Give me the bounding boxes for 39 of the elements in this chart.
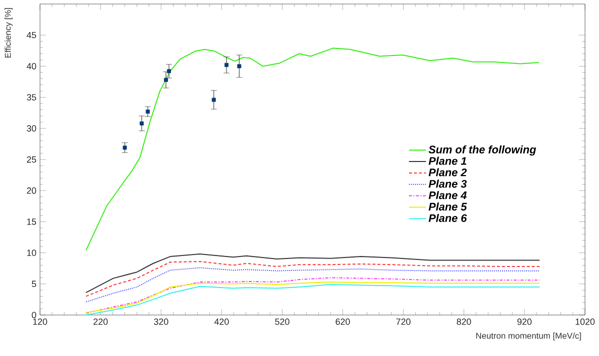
x-tick-label: 820 [456, 318, 472, 325]
legend-label: Plane 6 [428, 214, 467, 222]
legend-label: Plane 5 [428, 202, 467, 211]
point [164, 78, 168, 82]
y-tick-label: 10 [27, 250, 36, 256]
y-tick-label: 25 [26, 156, 36, 163]
point [212, 98, 216, 102]
y-tick-label: 15 [27, 218, 36, 225]
y-tick-label: 40 [26, 63, 36, 70]
legend-label: Plane 1 [428, 156, 466, 165]
legend-label: Plane 4 [428, 191, 467, 200]
x-tick-label: 520 [275, 318, 290, 325]
y-axis-title: Efficiency [%] [4, 8, 13, 58]
x-tick-label: 720 [396, 318, 410, 325]
x-tick-label: 420 [214, 318, 229, 325]
y-tick-label: 0 [32, 312, 36, 318]
x-tick-label: 320 [154, 318, 168, 325]
point [146, 110, 150, 114]
x-axis-title: Neutron momentum [MeV/c] [476, 332, 581, 340]
legend-label: Sum of the following [428, 145, 536, 156]
x-tick-label: 920 [517, 318, 532, 325]
point [224, 62, 229, 67]
point [122, 146, 127, 150]
line-series [86, 48, 540, 251]
x-tick-label: 1020 [576, 318, 595, 325]
point [140, 121, 144, 126]
x-tick-label: 120 [33, 318, 48, 325]
point [166, 69, 171, 74]
legend-label: Plane 3 [428, 180, 467, 188]
point [237, 64, 242, 68]
y-tick-label: 30 [26, 125, 36, 132]
y-tick-label: 5 [32, 280, 36, 288]
y-tick-label: 45 [26, 32, 36, 38]
x-tick-label: 220 [94, 318, 108, 325]
y-tick-label: 20 [26, 187, 36, 194]
y-tick-label: 35 [26, 94, 36, 100]
legend-label: Plane 2 [428, 168, 467, 176]
line-series [86, 261, 540, 297]
x-tick-label: 620 [336, 318, 350, 325]
